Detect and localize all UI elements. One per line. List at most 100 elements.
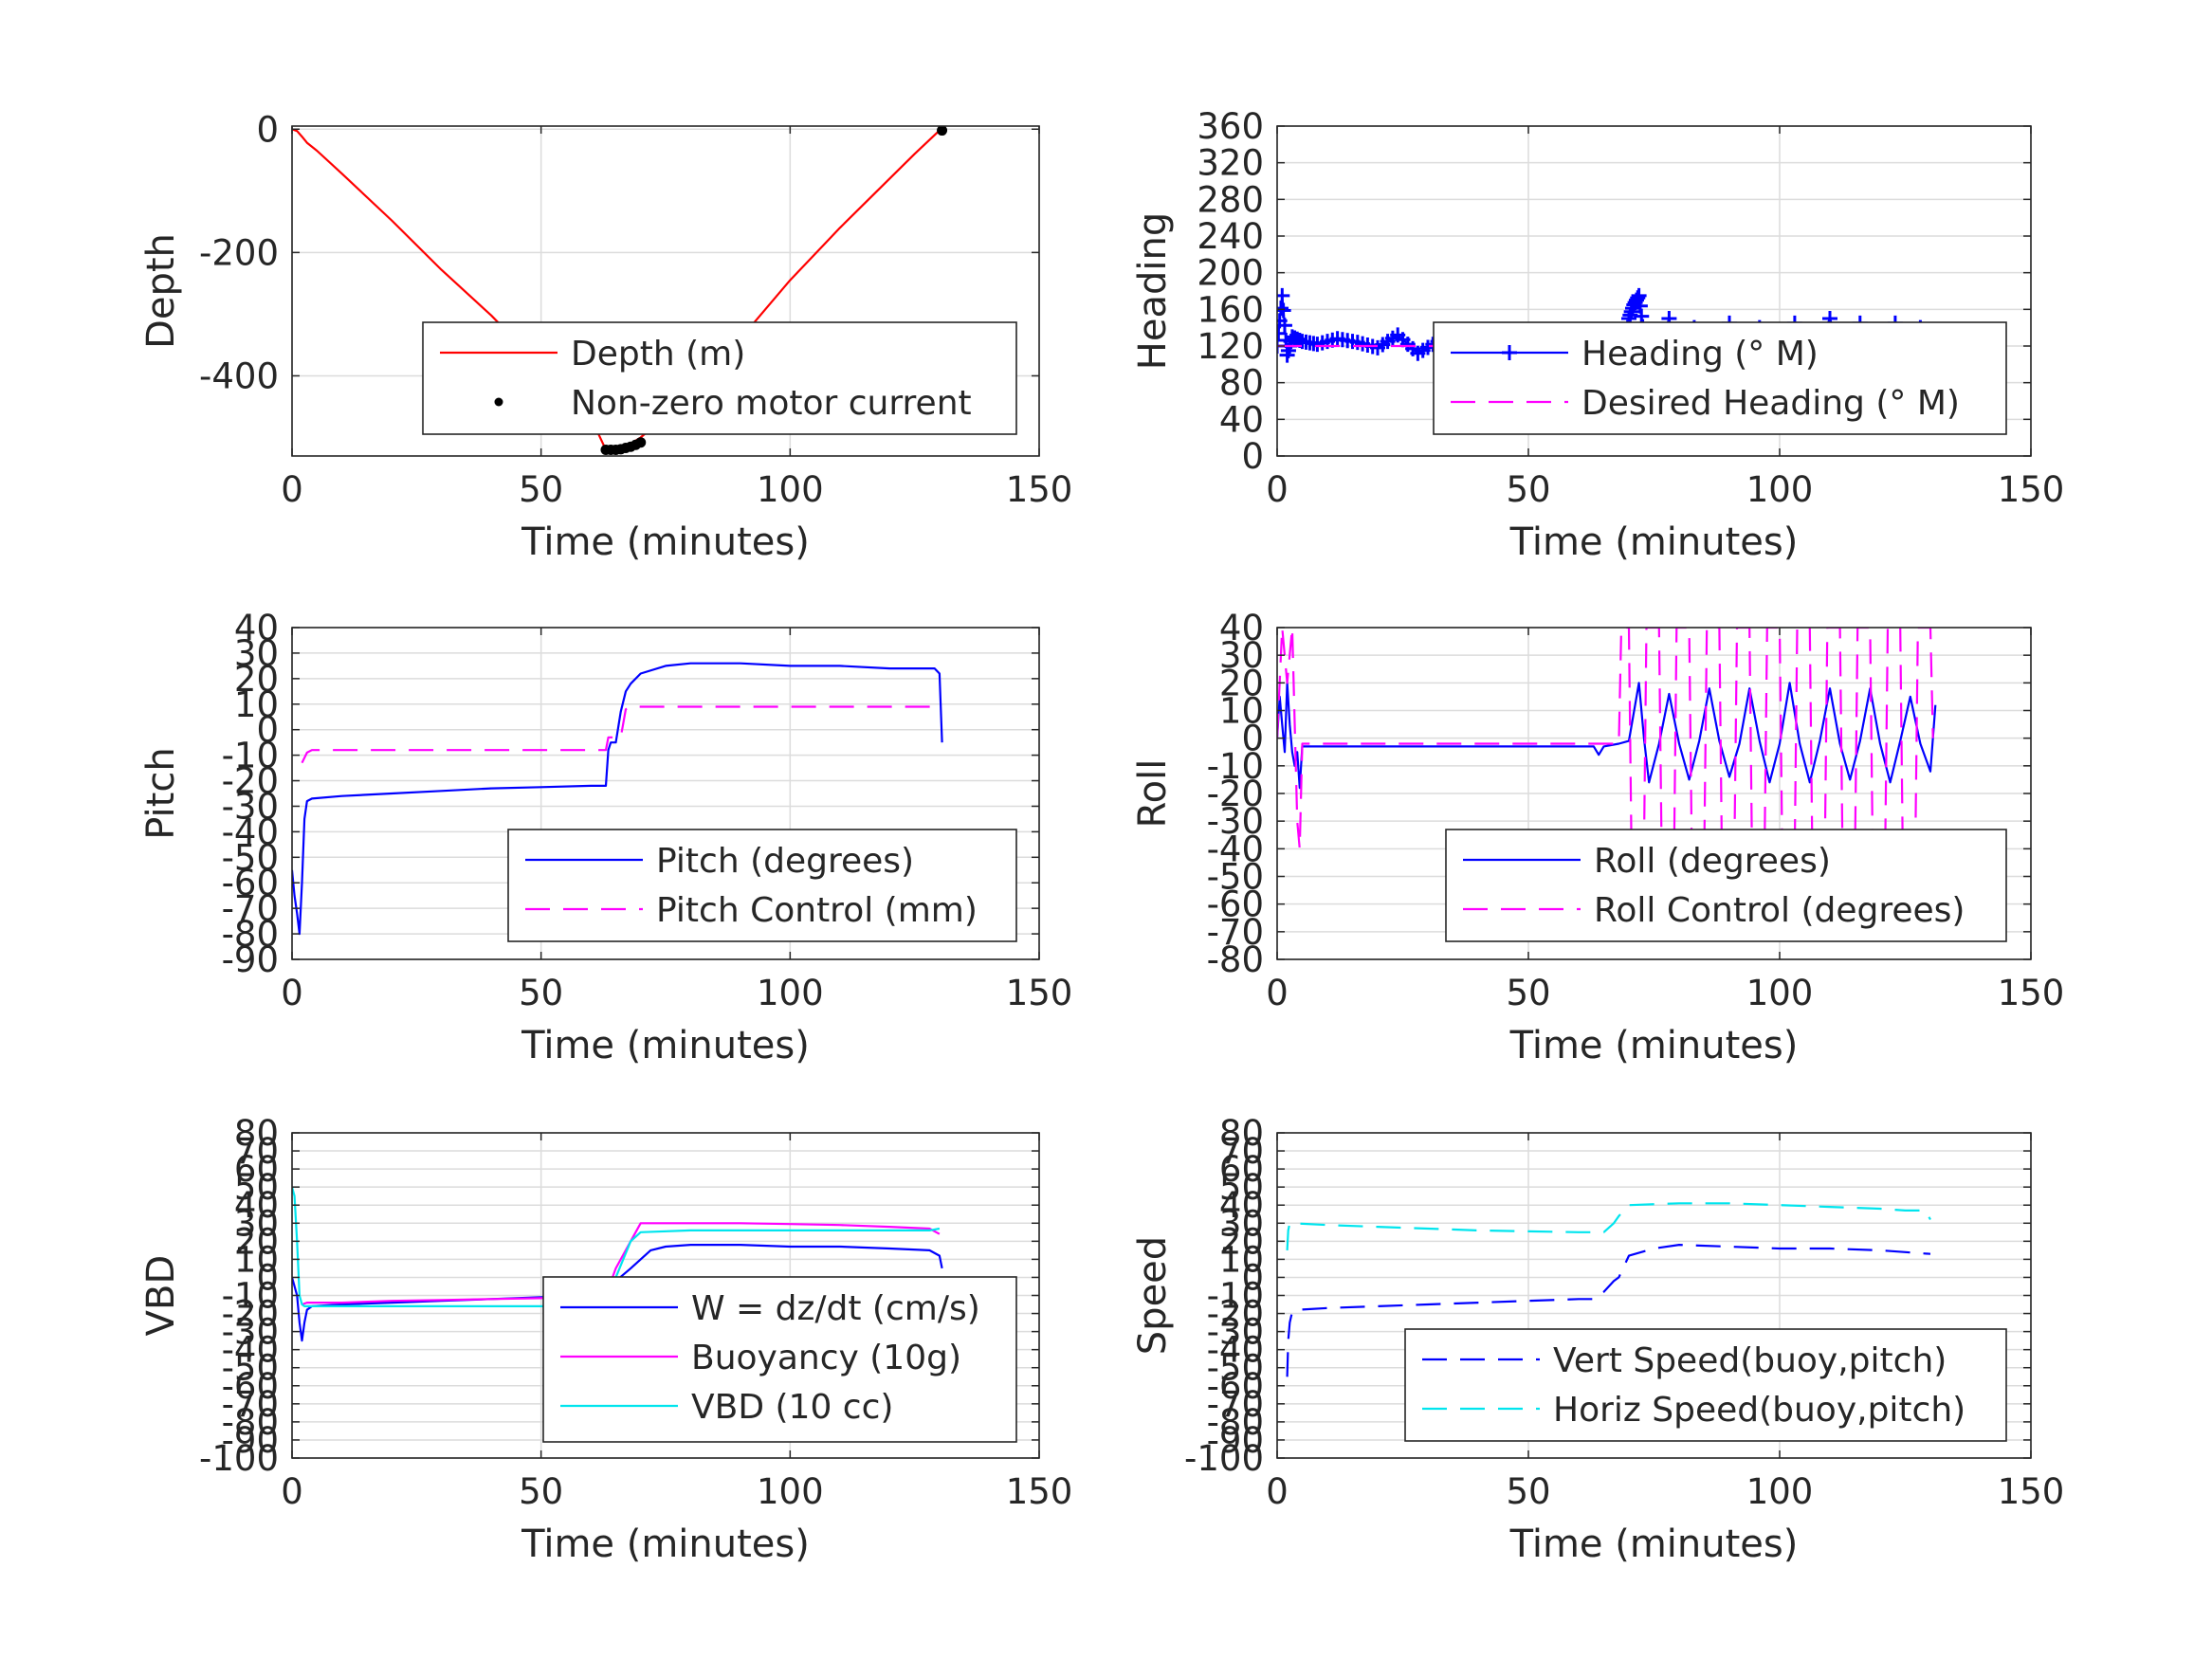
vbd-y-tick-label: 20 [234,1221,279,1262]
vbd-y-tick-label: -70 [222,1384,279,1425]
heading-y-tick-label: 200 [1197,253,1264,294]
depth-motor-current-point [635,437,647,448]
speed-y-tick-label: 0 [1241,1257,1264,1298]
vbd-y-tick-label: -90 [222,1420,279,1461]
vbd-x-tick-label: 100 [757,1471,824,1512]
roll-y-tick-label: 10 [1219,691,1264,732]
pitch-y-tick-label: -20 [222,761,279,802]
depth-legend-box [422,321,1017,435]
pitch-x-tick-label: 150 [1006,973,1073,1013]
speed-legend-entry: Horiz Speed(buoy,pitch) [1553,1391,1965,1430]
pitch-x-axis-label: Time (minutes) [521,1024,810,1067]
speed-y-tick-label: -80 [1207,1402,1264,1443]
depth-y-tick-label: -200 [199,232,279,273]
speed-series-horiz-speed-buoy-pitch [1286,1202,1931,1250]
speed-y-tick-label: -40 [1207,1330,1264,1371]
speed-legend-entry: Vert Speed(buoy,pitch) [1553,1341,1947,1380]
speed-y-tick-label: 50 [1219,1167,1264,1208]
heading-y-tick-label: 160 [1197,289,1264,330]
roll-y-tick-label: 20 [1219,663,1264,703]
pitch-legend-entry: Pitch (degrees) [656,842,914,881]
pitch-x-tick-label: 100 [757,973,824,1013]
vbd-y-tick-label: 10 [234,1239,279,1280]
heading-y-tick-label: 0 [1241,436,1264,477]
vbd-y-tick-label: 50 [234,1167,279,1208]
heading-heading-marker [1277,302,1291,319]
vbd-x-tick-label: 50 [519,1471,563,1512]
pitch-y-tick-label: -60 [222,863,279,903]
depth-x-axis-label: Time (minutes) [521,520,810,564]
roll-x-axis-label: Time (minutes) [1509,1024,1799,1067]
vbd-y-tick-label: 80 [234,1113,279,1154]
speed-y-tick-label: -30 [1207,1312,1264,1353]
roll-y-tick-label: -60 [1207,884,1264,925]
speed-y-tick-label: 10 [1219,1239,1264,1280]
pitch-y-tick-label: -80 [222,914,279,955]
roll-y-tick-label: -10 [1207,746,1264,787]
pitch-y-tick-label: -30 [222,786,279,827]
heading-y-axis-label: Heading [1131,212,1175,370]
heading-axes-box [1276,125,2032,457]
heading-y-tick-label: 120 [1197,326,1264,367]
roll-series-roll-degrees [1277,682,1937,790]
pitch-series-group [292,662,943,936]
speed-y-tick-label: -10 [1207,1276,1264,1317]
vbd-y-tick-label: -30 [222,1312,279,1353]
depth-legend-entry: Non-zero motor current [571,384,972,423]
speed-x-tick-label: 150 [1998,1471,2065,1512]
roll-x-tick-label: 100 [1746,973,1814,1013]
roll-y-tick-label: -70 [1207,912,1264,953]
pitch-y-tick-label: -40 [222,811,279,852]
speed-y-tick-label: -20 [1207,1294,1264,1335]
pitch-y-axis-label: Pitch [139,747,183,839]
heading-x-tick-label: 150 [1998,469,2065,510]
speed-y-tick-label: 30 [1219,1203,1264,1244]
speed-y-tick-label: 60 [1219,1149,1264,1190]
pitch-x-tick-label: 50 [519,973,563,1013]
vbd-legend-entry: VBD (10 cc) [691,1388,893,1427]
pitch-series-pitch-degrees [292,662,943,936]
roll-series-roll-control-degrees [1277,628,1934,850]
vbd-x-axis-label: Time (minutes) [521,1522,810,1566]
vbd-y-axis-label: VBD [139,1255,183,1337]
pitch-legend: Pitch (degrees) Pitch Control (mm) [507,829,1017,942]
pitch-y-tick-label: 20 [234,659,279,700]
heading-y-tick-label: 40 [1219,399,1264,440]
roll-y-tick-label: -50 [1207,857,1264,898]
depth-axes-box [291,125,1040,457]
pitch-y-tick-label: 40 [234,608,279,648]
roll-y-tick-label: -80 [1207,939,1264,980]
roll-legend-entry: Roll Control (degrees) [1594,891,1965,930]
depth-y-axis-label: Depth [139,233,183,349]
heading-heading-marker [1277,318,1292,334]
heading-y-tick-label: 360 [1197,106,1264,147]
roll-x-tick-label: 150 [1998,973,2065,1013]
pitch-y-tick-label: 0 [256,710,279,751]
depth-series-group [292,126,948,455]
roll-y-tick-label: 40 [1219,608,1264,648]
heading-legend-entry: Desired Heading (° M) [1581,384,1960,423]
pitch-legend-box [507,829,1017,942]
speed-y-tick-label: 40 [1219,1185,1264,1226]
speed-y-tick-label: -60 [1207,1366,1264,1407]
vbd-legend-entry: W = dz/dt (cm/s) [691,1289,980,1328]
pitch-axes-box [291,627,1040,960]
roll-legend-entry: Roll (degrees) [1594,842,1831,881]
roll-legend-box [1445,829,2007,942]
depth-y-tick-label: -400 [199,356,279,396]
pitch-y-tick-label: -50 [222,837,279,878]
roll-legend: Roll (degrees) Roll Control (degrees) [1445,829,2007,942]
heading-y-tick-label: 280 [1197,179,1264,220]
speed-y-tick-label: -50 [1207,1348,1264,1389]
pitch-series-pitch-control-mm [301,705,940,764]
heading-legend-marker [1502,345,1517,360]
vbd-y-tick-label: 30 [234,1203,279,1244]
speed-x-tick-label: 0 [1266,1471,1289,1512]
vbd-y-tick-label: -40 [222,1330,279,1371]
depth-legend-entry: Depth (m) [571,335,745,374]
vbd-x-tick-label: 150 [1006,1471,1073,1512]
speed-series-group [1286,1202,1931,1377]
vbd-y-tick-label: 40 [234,1185,279,1226]
